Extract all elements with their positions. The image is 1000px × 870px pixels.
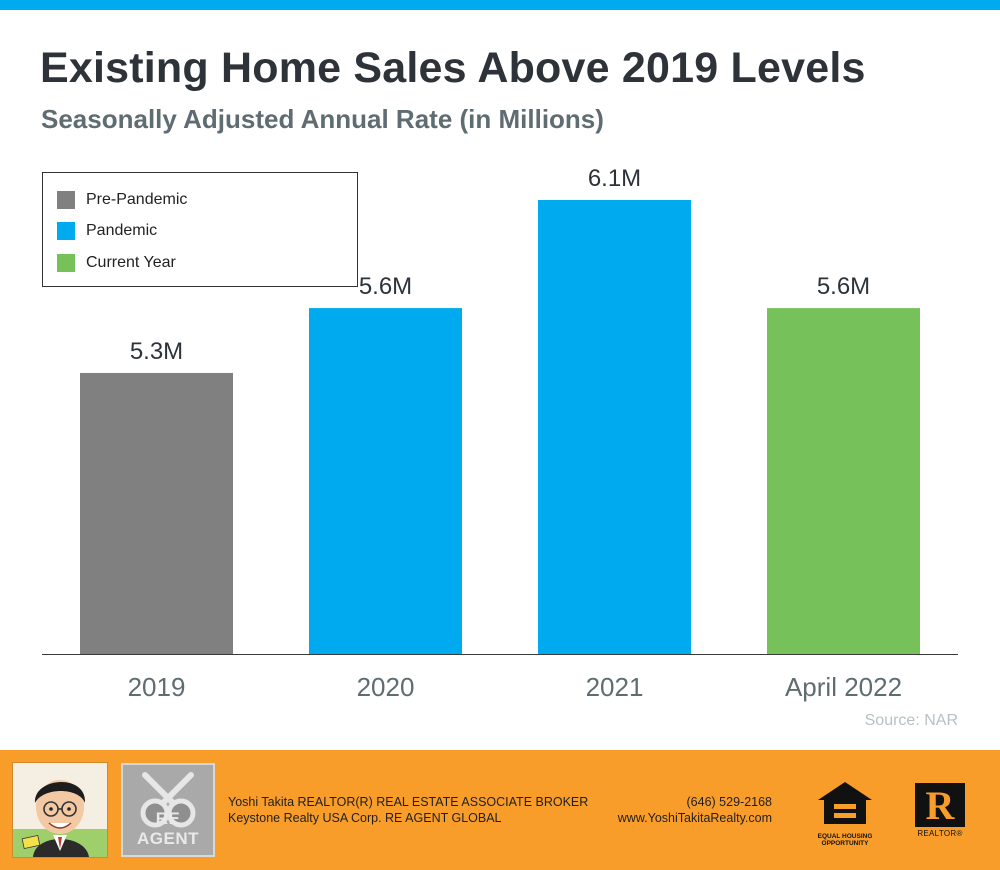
footer-bar: RE AGENT Yoshi Takita REALTOR(R) REAL ES… [0,750,1000,870]
x-tick-label: April 2022 [785,672,902,702]
legend-item-pre-pandemic: Pre-Pandemic [57,190,187,210]
chart-title: Existing Home Sales Above 2019 Levels [40,44,866,92]
top-accent-strip [0,0,1000,10]
agent-name: Yoshi Takita REALTOR(R) REAL ESTATE ASSO… [228,795,589,809]
realtor-logo: R REALTOR® [914,783,966,845]
legend-swatch [57,222,75,240]
bar-2021 [538,200,691,654]
agent-phone[interactable]: (646) 529-2168 [686,795,772,809]
bar-2020 [309,308,462,654]
x-tick-label: 2019 [128,672,186,702]
agent-caricature-image [13,763,107,857]
chart-legend: Pre-Pandemic Pandemic Current Year [42,172,358,287]
bar-april-2022 [767,308,920,654]
equal-housing-text: EQUAL HOUSING OPPORTUNITY [817,833,873,847]
brokerage-name: Keystone Realty USA Corp. RE AGENT GLOBA… [228,811,502,825]
re-agent-logo: RE AGENT [121,763,215,857]
keys-icon [140,772,196,828]
legend-label: Current Year [86,254,176,271]
x-tick-label: 2021 [586,672,644,702]
legend-item-current-year: Current Year [57,253,176,273]
equal-housing-logo: EQUAL HOUSING OPPORTUNITY [816,780,874,847]
realtor-r-icon: R [915,783,965,828]
bar-value-label: 5.6M [359,273,412,300]
realtor-mark: R [925,783,955,828]
re-agent-logo-text: RE AGENT [137,809,199,848]
bar-chart: 5.3M 2019 5.6M 2020 6.1M 2021 5.6M April 2022 [42,165,958,702]
bar-value-label: 5.3M [130,338,183,365]
legend-label: Pre-Pandemic [86,191,188,208]
bar-2019 [80,372,233,654]
agent-website-link[interactable]: www.YoshiTakitaRealty.com [617,811,772,825]
source-note: Source: NAR [864,712,958,729]
agent-caricature-avatar [12,762,108,858]
legend-swatch [57,191,75,209]
equal-housing-house-icon [818,782,872,824]
legend-swatch [57,254,75,272]
bar-value-label: 5.6M [817,273,870,300]
legend-item-pandemic: Pandemic [57,221,157,241]
legend-label: Pandemic [86,222,158,239]
x-tick-label: 2020 [357,672,415,702]
realtor-text: REALTOR® [917,829,963,838]
chart-subtitle: Seasonally Adjusted Annual Rate (in Mill… [41,104,604,134]
bar-value-label: 6.1M [588,165,641,192]
